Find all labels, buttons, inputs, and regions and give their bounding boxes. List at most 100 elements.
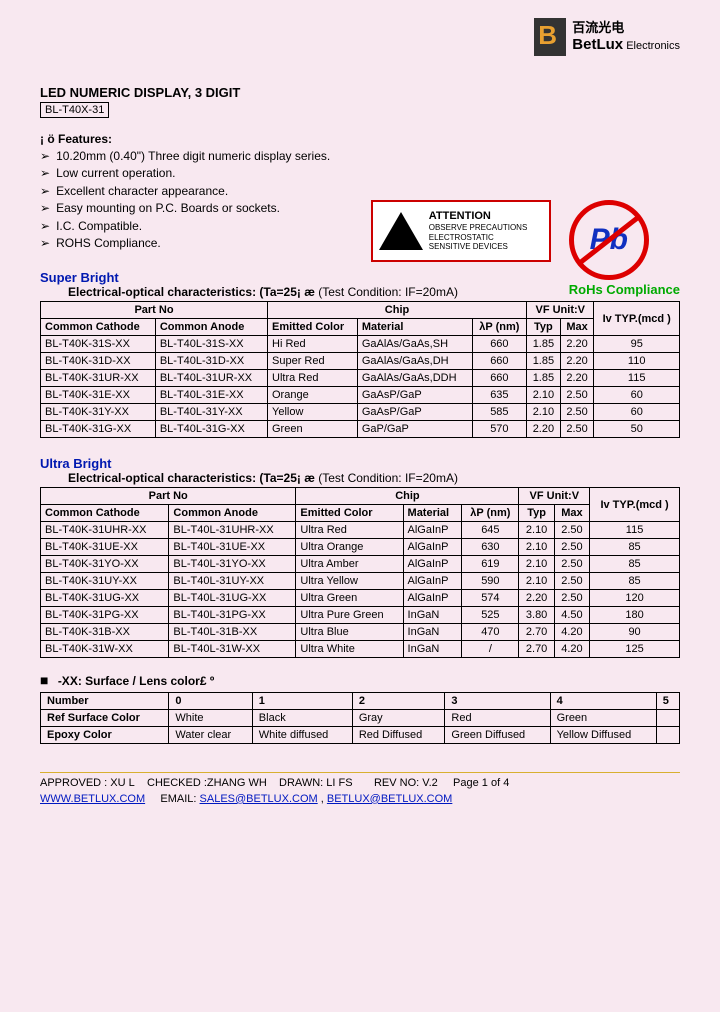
table-cell: 60	[594, 404, 680, 421]
table-cell: 2.10	[519, 573, 554, 590]
lens-col-head: 3	[445, 693, 550, 710]
table-cell: BL-T40L-31W-XX	[169, 641, 296, 658]
feature-item: 10.20mm (0.40") Three digit numeric disp…	[40, 148, 680, 165]
table-cell: 660	[472, 353, 526, 370]
footer-email-link[interactable]: SALES@BETLUX.COM	[200, 793, 318, 805]
table-cell: Ultra Yellow	[296, 573, 403, 590]
table-cell: 2.10	[527, 387, 561, 404]
table-cell: 3.80	[519, 607, 554, 624]
col-lam: λP (nm)	[472, 319, 526, 336]
col-mat: Material	[357, 319, 472, 336]
table-row: BL-T40K-31UE-XXBL-T40L-31UE-XXUltra Oran…	[41, 539, 680, 556]
col-part: Part No	[41, 302, 268, 319]
table-cell: 2.20	[560, 370, 594, 387]
table-cell: InGaN	[403, 641, 462, 658]
feature-item: Excellent character appearance.	[40, 183, 680, 200]
table-cell: BL-T40L-31UY-XX	[169, 573, 296, 590]
lens-col-head: 5	[656, 693, 679, 710]
table-cell: BL-T40K-31PG-XX	[41, 607, 169, 624]
table-cell: 2.50	[560, 404, 594, 421]
table-cell: 574	[462, 590, 519, 607]
col-cc: Common Cathode	[41, 505, 169, 522]
sb-subtitle: Electrical-optical characteristics: (Ta=…	[68, 285, 315, 299]
page-footer: APPROVED : XU L CHECKED :ZHANG WH DRAWN:…	[40, 772, 680, 807]
col-part: Part No	[41, 488, 296, 505]
table-row: BL-T40K-31PG-XXBL-T40L-31PG-XXUltra Pure…	[41, 607, 680, 624]
brand-logo-icon	[534, 18, 566, 56]
table-cell: 2.50	[554, 573, 589, 590]
col-iv: Iv TYP.(mcd )	[594, 302, 680, 336]
table-cell: BL-T40K-31E-XX	[41, 387, 156, 404]
col-ca: Common Anode	[155, 319, 267, 336]
table-row: BL-T40K-31UR-XXBL-T40L-31UR-XXUltra RedG…	[41, 370, 680, 387]
table-cell: 4.20	[554, 641, 589, 658]
table-cell: 2.70	[519, 641, 554, 658]
lens-col-head: 1	[252, 693, 352, 710]
table-cell: BL-T40L-31G-XX	[155, 421, 267, 438]
lens-cell: Red	[445, 710, 550, 727]
table-cell: 2.20	[560, 353, 594, 370]
brand-logo: 百流光电 BetLux Electronics	[534, 18, 680, 56]
table-cell: Ultra Red	[296, 522, 403, 539]
footer-drawn: DRAWN: LI FS	[279, 777, 353, 789]
esd-line: SENSITIVE DEVICES	[429, 242, 508, 251]
table-cell: 2.10	[527, 404, 561, 421]
table-cell: 85	[590, 556, 680, 573]
table-cell: BL-T40K-31UE-XX	[41, 539, 169, 556]
lens-col-head: 2	[352, 693, 445, 710]
table-row: BL-T40K-31E-XXBL-T40L-31E-XXOrangeGaAsP/…	[41, 387, 680, 404]
table-cell: /	[462, 641, 519, 658]
table-cell: Ultra Amber	[296, 556, 403, 573]
lens-row-head: Ref Surface Color	[41, 710, 169, 727]
table-row: BL-T40K-31D-XXBL-T40L-31D-XXSuper RedGaA…	[41, 353, 680, 370]
table-cell: 90	[590, 624, 680, 641]
footer-email-link[interactable]: BETLUX@BETLUX.COM	[327, 793, 452, 805]
table-cell: 635	[472, 387, 526, 404]
esd-title: ATTENTION	[429, 210, 528, 223]
table-cell: BL-T40L-31D-XX	[155, 353, 267, 370]
esd-attention-box: ATTENTION OBSERVE PRECAUTIONS ELECTROSTA…	[371, 200, 551, 262]
feature-item: Low current operation.	[40, 165, 680, 182]
table-cell: 85	[590, 573, 680, 590]
table-row: BL-T40K-31UG-XXBL-T40L-31UG-XXUltra Gree…	[41, 590, 680, 607]
table-row: BL-T40K-31YO-XXBL-T40L-31YO-XXUltra Ambe…	[41, 556, 680, 573]
col-cc: Common Cathode	[41, 319, 156, 336]
table-cell: BL-T40L-31E-XX	[155, 387, 267, 404]
table-cell: 2.10	[519, 522, 554, 539]
table-cell: 570	[472, 421, 526, 438]
lens-col-head: 0	[169, 693, 252, 710]
table-cell: AlGaInP	[403, 573, 462, 590]
lens-note-text: -XX: Surface / Lens color£ º	[58, 674, 214, 688]
table-row: BL-T40K-31UHR-XXBL-T40L-31UHR-XXUltra Re…	[41, 522, 680, 539]
esd-line: ELECTROSTATIC	[429, 233, 494, 242]
table-cell: 4.50	[554, 607, 589, 624]
table-cell: BL-T40K-31YO-XX	[41, 556, 169, 573]
bullet-square-icon: ■	[40, 672, 48, 688]
lens-cell: Water clear	[169, 727, 252, 744]
col-chip: Chip	[296, 488, 519, 505]
col-vf: VF Unit:V	[527, 302, 594, 319]
table-cell: BL-T40K-31W-XX	[41, 641, 169, 658]
col-typ: Typ	[527, 319, 561, 336]
table-cell: 180	[590, 607, 680, 624]
table-cell: 2.70	[519, 624, 554, 641]
table-row: BL-T40K-31B-XXBL-T40L-31B-XXUltra BlueIn…	[41, 624, 680, 641]
col-ca: Common Anode	[169, 505, 296, 522]
table-cell: 645	[462, 522, 519, 539]
table-cell: 2.50	[554, 539, 589, 556]
table-cell: 115	[594, 370, 680, 387]
col-mat: Material	[403, 505, 462, 522]
lens-color-table: Number012345 Ref Surface ColorWhiteBlack…	[40, 692, 680, 744]
table-cell: 85	[590, 539, 680, 556]
table-cell: 2.50	[560, 421, 594, 438]
brand-text: 百流光电 BetLux Electronics	[572, 20, 680, 54]
table-cell: BL-T40L-31UE-XX	[169, 539, 296, 556]
footer-url-link[interactable]: WWW.BETLUX.COM	[40, 793, 145, 805]
brand-cn: 百流光电	[572, 20, 680, 36]
table-cell: Green	[268, 421, 358, 438]
table-cell: BL-T40K-31UHR-XX	[41, 522, 169, 539]
footer-page: Page 1 of 4	[453, 777, 509, 789]
table-cell: 2.50	[560, 387, 594, 404]
table-cell: 1.85	[527, 370, 561, 387]
table-cell: 2.10	[519, 556, 554, 573]
